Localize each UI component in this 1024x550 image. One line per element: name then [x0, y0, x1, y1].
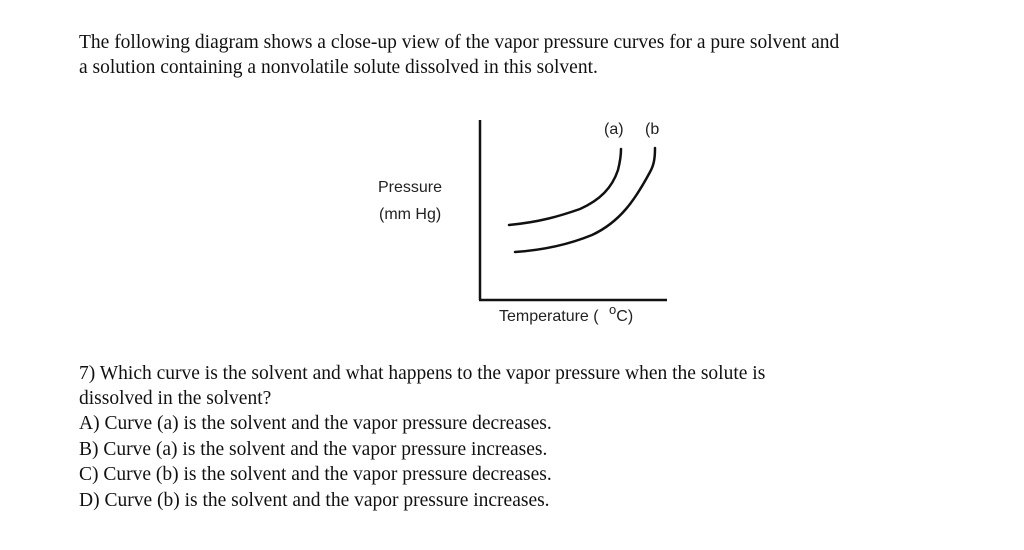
degree-symbol: o [609, 302, 617, 317]
curve-a-label: (a) [604, 121, 624, 138]
curve-b [513, 146, 657, 254]
answer-options: A) Curve (a) is the solvent and the vapo… [79, 411, 552, 513]
curve-b-label: (b [645, 121, 660, 138]
option-d: D) Curve (b) is the solvent and the vapo… [79, 489, 550, 511]
option-b: B) Curve (a) is the solvent and the vapo… [79, 438, 548, 460]
curve-a [507, 147, 623, 227]
y-axis-label-line-1: Pressure [378, 179, 443, 196]
x-axis-label-suffix: C) [616, 308, 634, 325]
y-axis-label-line-2: (mm Hg) [379, 206, 442, 223]
option-c: C) Curve (b) is the solvent and the vapo… [79, 464, 552, 485]
question-stem: 7) Which curve is the solvent and what h… [79, 361, 979, 411]
question-line-2: dissolved in the solvent? [79, 388, 272, 409]
question-line-1: 7) Which curve is the solvent and what h… [79, 363, 766, 384]
intro-line-2: a solution containing a nonvolatile solu… [79, 57, 598, 78]
x-axis-label: Temperature ( oC) [499, 302, 634, 326]
intro-paragraph: The following diagram shows a close-up v… [79, 30, 979, 80]
option-a: A) Curve (a) is the solvent and the vapo… [79, 413, 552, 434]
intro-line-1: The following diagram shows a close-up v… [79, 32, 840, 53]
x-axis-label-prefix: Temperature ( [499, 308, 599, 325]
